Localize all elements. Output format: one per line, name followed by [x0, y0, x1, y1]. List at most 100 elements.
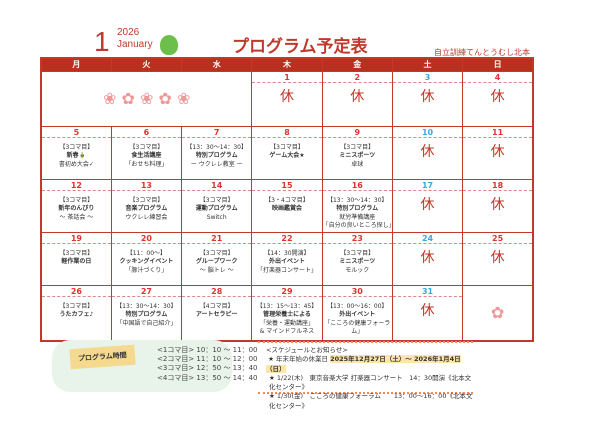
day-cell: 25 休 [462, 231, 534, 286]
day-number: 23 [322, 233, 392, 244]
event: 【4コマ目】 アートセラピー [182, 297, 251, 320]
event: 【13：30〜14：30】 特別プログラム 就労準備講座 「自分の良いところ探し」 [323, 191, 395, 231]
event: 【11：00〜】 クッキングイベント 「豚汁づくり」 [112, 244, 181, 276]
day-number: 30 [322, 286, 392, 297]
event: 【3・4コマ目】 映画鑑賞会 [252, 191, 321, 214]
event: 【3コマ目】 うたカフェ♪ [42, 297, 111, 320]
event-line: 「こころの健康フォーラム」 [324, 319, 391, 336]
day-number: 1 [252, 72, 322, 83]
schedule-heading: <スケジュールとお知らせ> [266, 346, 348, 354]
event-line: グループワーク [195, 258, 238, 265]
day-number: 22 [252, 233, 322, 244]
holiday-mark: 休 [490, 88, 505, 105]
time-row: <4コマ目> 13：50 〜 14：40 [157, 373, 258, 382]
event-line: 【3コマ目】 [129, 143, 164, 151]
event-line: 【3コマ目】 [340, 143, 375, 151]
time-row: <3コマ目> 12：50 〜 13：40 [157, 364, 258, 373]
day-number: 27 [111, 286, 182, 297]
schedule-item: ★ 1/30(金) こころの健康フォーラム 13：00〜16：00《北本文化セン… [269, 392, 473, 410]
holiday-mark: 休 [420, 302, 435, 319]
event: 【3コマ目】 新年のんびり〜 茶話会 〜 [42, 191, 111, 223]
day-number: 26 [42, 286, 111, 297]
holiday-mark: 休 [420, 249, 435, 266]
weekday-header: 金 [321, 57, 393, 72]
event-line: 「栄養・運動講座」 [259, 319, 314, 327]
day-number: 21 [182, 233, 252, 244]
day-number: 20 [111, 233, 182, 244]
event-line: 「打楽器コンサート」 [256, 266, 317, 274]
holiday-mark: 休 [420, 196, 435, 213]
day-number: 19 [42, 233, 111, 244]
event-line: 【3コマ目】 [129, 196, 164, 204]
event-line: 〜 茶話会 〜 [59, 213, 94, 221]
day-number: 10 [392, 127, 463, 138]
day-cell: 19 【3コマ目】 軽作業の日 [40, 231, 112, 286]
event-line: & マインドフルネス [259, 328, 315, 335]
event: 【3コマ目】 グループワーク〜 脳トレ 〜 [182, 244, 251, 276]
day-number: 17 [392, 180, 463, 191]
day-cell: 11 休 [462, 125, 534, 180]
time-row: <2コマ目> 11：10 〜 12：00 [157, 355, 258, 364]
event-line: 特別プログラム [125, 311, 168, 318]
event-line: 【3コマ目】 [59, 249, 94, 257]
event-line: モルック [345, 266, 370, 274]
day-cell: 28 【4コマ目】 アートセラピー [181, 284, 253, 341]
day-number: 9 [322, 127, 392, 138]
event: 【13：30〜14：30】 特別プログラム 「中国語で自己紹介」 [112, 297, 181, 329]
event: 【3コマ目】 食生活講座 「おせち料理」 [112, 138, 181, 170]
day-number: 31 [392, 286, 463, 297]
day-cell: 21 【3コマ目】 グループワーク〜 脳トレ 〜 [181, 231, 253, 286]
event-line: 映画鑑賞会 [271, 205, 302, 212]
page-title: プログラム予定表 [232, 37, 368, 57]
weekday-header: 水 [181, 57, 253, 72]
day-cell: 12 【3コマ目】 新年のんびり〜 茶話会 〜 [40, 178, 112, 233]
day-number: 8 [252, 127, 322, 138]
weekday-header: 木 [251, 57, 323, 72]
calendar: 月火水木金土日 ❀ ✿ ❀ ✿ ❀ 1 休 2 休 3 休 4 休 5 【3コマ目】 新春🎍 書初め大会… [40, 57, 534, 342]
event-line: ウクレレ練習会 [125, 213, 168, 221]
day-cell: 5 【3コマ目】 新春🎍 書初め大会✓ [40, 125, 112, 180]
event-line: 【13：15〜13：45】 [256, 302, 318, 310]
event-line: 【13：30〜14：30】 [186, 143, 247, 151]
event-line: ー ウクレレ教室 ー [190, 160, 243, 168]
holiday-mark: 休 [350, 88, 365, 105]
day-cell: 10 休 [391, 125, 464, 180]
event-line: 特別プログラム [195, 152, 238, 159]
day-number: 4 [463, 72, 532, 83]
event-line: 【13：00〜16：00】 [326, 302, 388, 310]
event-line: アートセラピー [195, 311, 238, 318]
event: 【3コマ目】 音楽プログラム ウクレレ練習会 [112, 191, 181, 223]
event-line: 卓球 [351, 160, 364, 168]
day-number: 6 [111, 127, 182, 138]
weekday-header: 日 [462, 57, 534, 72]
event: 【3コマ目】 軽作業の日 [42, 244, 111, 267]
event-line: 新春🎍 [66, 152, 87, 159]
event-line: 書初め大会✓ [58, 160, 94, 168]
holiday-mark: 休 [490, 249, 505, 266]
day-cell: 13 【3コマ目】 音楽プログラム ウクレレ練習会 [110, 178, 183, 233]
day-cell: 24 休 [391, 231, 464, 286]
day-cell: 20 【11：00〜】 クッキングイベント 「豚汁づくり」 [110, 231, 183, 286]
event-line: 外出イベント [268, 258, 305, 265]
event-line: 特別プログラム [336, 205, 379, 212]
daruma-decoration: ✿ [462, 284, 534, 341]
event-line: 【11：00〜】 [126, 249, 167, 257]
day-number: 3 [392, 72, 463, 83]
year: 2026 [117, 27, 140, 38]
weekday-header: 土 [391, 57, 464, 72]
event: 【3コマ目】 運動プログラム Switch [182, 191, 251, 223]
day-number: 11 [463, 127, 532, 138]
event: 【3コマ目】 新春🎍 書初め大会✓ [42, 138, 111, 170]
event-line: 「中国語で自己紹介」 [116, 319, 177, 327]
day-cell: 7 【13：30〜14：30】 特別プログラムー ウクレレ教室 ー [181, 125, 253, 180]
event-line: 外出イベント [339, 311, 376, 318]
organization-name: 自立訓練てんとうむし北本 [434, 48, 530, 57]
event-line: Switch [206, 213, 227, 221]
event: 【3コマ目】 ミニスポーツ 卓球 [323, 138, 392, 170]
event-line: 「おせち料理」 [125, 160, 168, 168]
event-line: 【3コマ目】 [270, 143, 304, 151]
holiday-mark: 休 [420, 143, 435, 160]
holiday-mark: 休 [490, 196, 505, 213]
day-cell: 14 【3コマ目】 運動プログラム Switch [181, 178, 253, 233]
